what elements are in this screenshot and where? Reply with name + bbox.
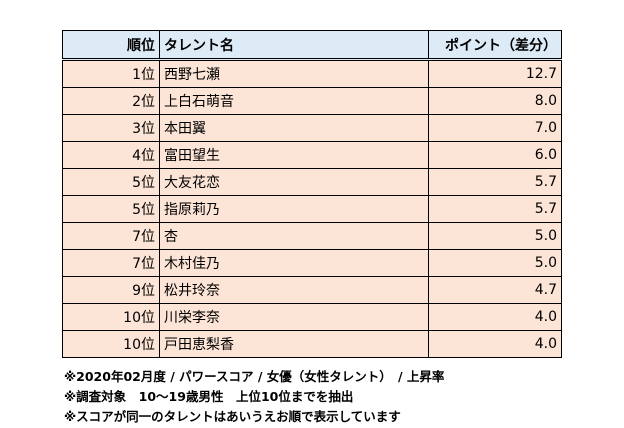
- rank-cell: 5位: [62, 195, 160, 223]
- point-cell: 6.0: [428, 141, 562, 169]
- point-cell: 5.0: [428, 249, 562, 277]
- point-cell: 8.0: [428, 87, 562, 115]
- footnote: ※調査対象 10～19歳男性 上位10位までを抽出: [64, 389, 354, 404]
- name-cell: 富田望生: [159, 141, 429, 169]
- table-row: 7位杏 5.0: [62, 222, 562, 250]
- ranking-table: 順位 タレント名 ポイント（差分） 1位 西野七瀬 12.7 2位 上白石萌音 8.0 3位…: [62, 30, 562, 358]
- rank-cell: 1位: [62, 59, 160, 88]
- point-cell: 12.7: [428, 59, 562, 88]
- point-cell: 4.0: [428, 303, 562, 331]
- name-cell: 杏: [159, 222, 429, 250]
- header-name: タレント名: [159, 30, 429, 61]
- name-cell: 西野七瀬: [159, 59, 429, 88]
- rank-cell: 10位: [62, 330, 160, 358]
- rank-cell: 2位: [62, 87, 160, 115]
- point-cell: 5.7: [428, 195, 562, 223]
- name-cell: 松井玲奈: [159, 276, 429, 304]
- rank-cell: 4位: [62, 141, 160, 169]
- name-cell: 上白石萌音: [159, 87, 429, 115]
- point-cell: 4.7: [428, 276, 562, 304]
- header-point: ポイント（差分）: [428, 30, 562, 61]
- name-cell: 川栄李奈: [159, 303, 429, 331]
- table-row: 7位 木村佳乃 5.0: [62, 249, 562, 277]
- table-row: 9位 松井玲奈 4.7: [62, 276, 562, 304]
- name-cell: 指原莉乃: [159, 195, 429, 223]
- rank-cell: 9位: [62, 276, 160, 304]
- name-cell: 本田翼: [159, 114, 429, 142]
- name-cell: 木村佳乃: [159, 249, 429, 277]
- table-row: 4位 富田望生 6.0: [62, 141, 562, 169]
- point-cell: 5.7: [428, 168, 562, 196]
- rank-cell: 3位: [62, 114, 160, 142]
- table-row: 2位 上白石萌音 8.0: [62, 87, 562, 115]
- point-cell: 5.0: [428, 222, 562, 250]
- table-row: 5位 大友花恋 5.7: [62, 168, 562, 196]
- rank-cell: 7位: [62, 249, 160, 277]
- point-cell: 4.0: [428, 330, 562, 358]
- table-row: 1位 西野七瀬 12.7: [62, 59, 562, 88]
- footnote: ※スコアが同一のタレントはあいうえお順で表示しています: [64, 409, 401, 424]
- rank-cell: 10位: [62, 303, 160, 331]
- table-row: 3位 本田翼 7.0: [62, 114, 562, 142]
- footnotes: ※2020年02月度 / パワースコア / 女優（女性タレント） / 上昇率 ※…: [64, 367, 444, 427]
- table-row: 10位 戸田恵梨香 4.0: [62, 330, 562, 358]
- name-cell: 大友花恋: [159, 168, 429, 196]
- rank-cell: 7位: [62, 222, 160, 250]
- point-cell: 7.0: [428, 114, 562, 142]
- header-rank: 順位: [62, 30, 160, 61]
- footnote: ※2020年02月度 / パワースコア / 女優（女性タレント） / 上昇率: [64, 369, 445, 384]
- table-row: 10位 川栄李奈 4.0: [62, 303, 562, 331]
- name-cell: 戸田恵梨香: [159, 330, 429, 358]
- rank-cell: 5位: [62, 168, 160, 196]
- table-row: 5位 指原莉乃 5.7: [62, 195, 562, 223]
- header-row: 順位 タレント名 ポイント（差分）: [62, 30, 562, 61]
